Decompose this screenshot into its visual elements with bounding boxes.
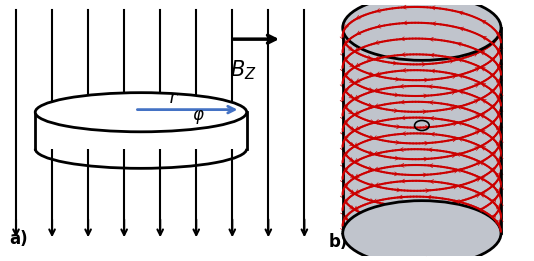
Text: r: r	[169, 89, 177, 107]
Text: a): a)	[10, 230, 28, 248]
Polygon shape	[343, 28, 501, 233]
Ellipse shape	[343, 201, 501, 261]
Ellipse shape	[35, 93, 247, 132]
Ellipse shape	[343, 0, 501, 60]
Polygon shape	[35, 112, 247, 149]
Text: $B_Z$: $B_Z$	[230, 59, 257, 82]
Text: $\varphi$: $\varphi$	[192, 109, 205, 126]
Text: b): b)	[328, 233, 348, 251]
